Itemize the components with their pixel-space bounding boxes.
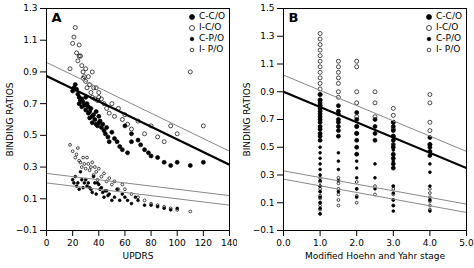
svg-text:0.9: 0.9	[260, 87, 275, 97]
svg-text:0.5: 0.5	[23, 130, 37, 140]
svg-text:100: 100	[169, 238, 186, 248]
html-text:C-P/O: C-P/O	[199, 33, 225, 43]
svg-text:B: B	[289, 10, 299, 25]
html-text:I-C/O: I-C/O	[199, 22, 222, 32]
svg-text:0.5: 0.5	[260, 142, 274, 152]
svg-text:0.1: 0.1	[260, 198, 274, 208]
svg-text:−0.1: −0.1	[253, 225, 275, 235]
html-text:C-C/O: C-C/O	[199, 11, 225, 21]
svg-text:4.0: 4.0	[423, 238, 438, 248]
svg-text:BINDING RATIOS: BINDING RATIOS	[5, 82, 15, 156]
svg-text:2.0: 2.0	[350, 238, 365, 248]
svg-text:Modified Hoehn and Yahr stage: Modified Hoehn and Yahr stage	[305, 251, 446, 261]
html-text:C-C/O: C-C/O	[436, 11, 462, 21]
svg-text:UPDRS: UPDRS	[123, 251, 154, 261]
html-text:I- P/O: I- P/O	[436, 44, 461, 54]
svg-text:1.3: 1.3	[260, 31, 274, 41]
svg-text:0.3: 0.3	[260, 170, 274, 180]
svg-text:80: 80	[145, 238, 157, 248]
svg-text:3.0: 3.0	[386, 238, 401, 248]
svg-text:1.0: 1.0	[313, 238, 328, 248]
svg-text:0.3: 0.3	[23, 162, 37, 172]
svg-text:60: 60	[119, 238, 131, 248]
svg-text:0: 0	[44, 238, 50, 248]
svg-text:0.7: 0.7	[23, 99, 37, 109]
svg-text:1.1: 1.1	[23, 35, 37, 45]
html-text:C-P/O: C-P/O	[436, 33, 462, 43]
svg-text:0.7: 0.7	[260, 114, 274, 124]
svg-text:A: A	[52, 10, 62, 25]
svg-text:120: 120	[195, 238, 212, 248]
svg-text:140: 140	[221, 238, 237, 248]
svg-text:1.5: 1.5	[260, 3, 274, 13]
svg-text:40: 40	[93, 238, 105, 248]
svg-text:0.1: 0.1	[23, 194, 37, 204]
svg-text:1.1: 1.1	[260, 59, 274, 69]
svg-text:0.0: 0.0	[276, 238, 291, 248]
svg-text:BINDING RATIOS: BINDING RATIOS	[242, 82, 252, 156]
svg-text:20: 20	[67, 238, 79, 248]
html-text:I- P/O: I- P/O	[199, 44, 224, 54]
html-text:I-C/O: I-C/O	[436, 22, 459, 32]
svg-text:5.0: 5.0	[459, 238, 474, 248]
svg-text:0.9: 0.9	[23, 67, 38, 77]
svg-text:1.3: 1.3	[23, 3, 37, 13]
svg-text:−0.1: −0.1	[16, 225, 38, 235]
